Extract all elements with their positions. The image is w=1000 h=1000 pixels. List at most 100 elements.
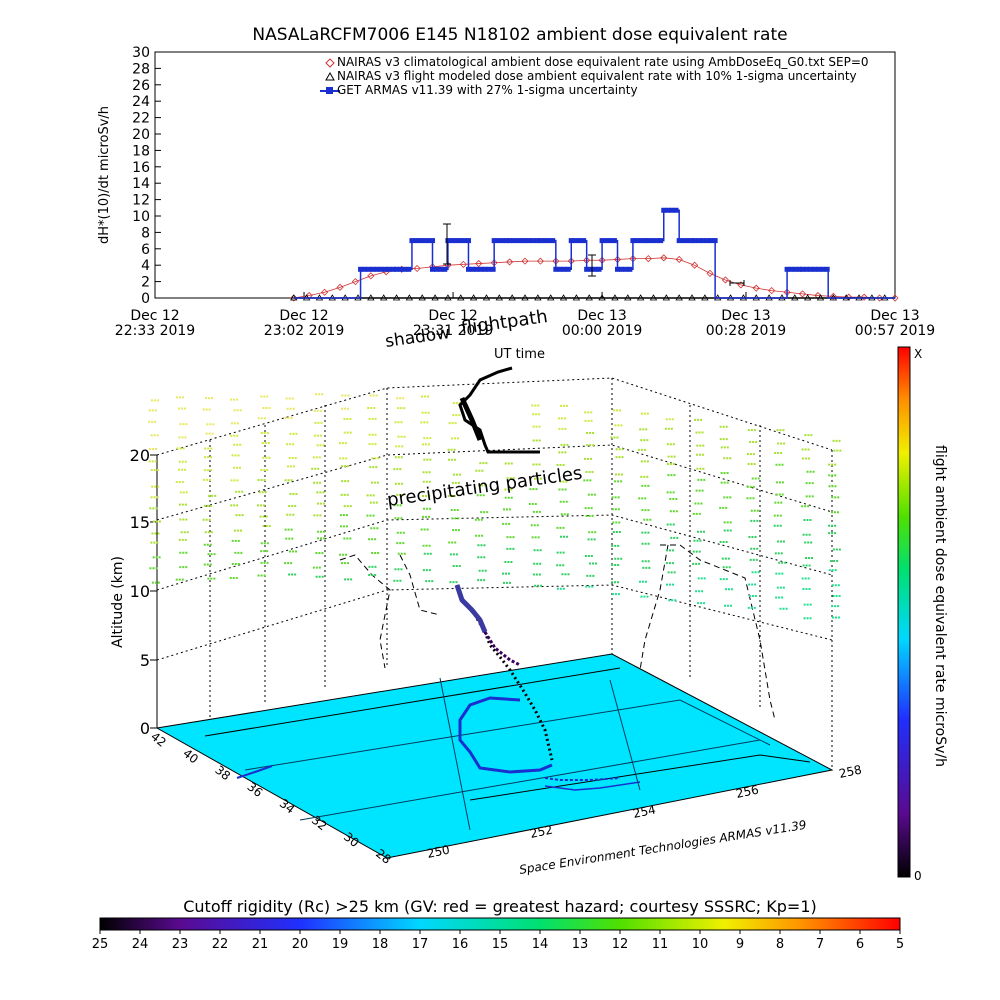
point-armas xyxy=(816,266,822,272)
point-armas xyxy=(362,266,368,272)
point-nairas-flight xyxy=(469,294,478,301)
altitude-ticks: 0 5 10 15 20 xyxy=(130,446,157,738)
point-armas xyxy=(522,238,528,244)
y-tick-label: 26 xyxy=(132,78,150,94)
point-armas xyxy=(645,238,651,244)
point-armas xyxy=(619,266,625,272)
point-nairas-climatological xyxy=(336,283,344,291)
point-armas xyxy=(623,266,629,272)
point-armas xyxy=(526,238,532,244)
point-armas xyxy=(557,266,563,272)
point-nairas-flight xyxy=(688,294,696,301)
point-nairas-flight xyxy=(546,294,555,301)
point-armas xyxy=(592,266,598,272)
point-nairas-flight xyxy=(649,294,658,301)
point-armas xyxy=(378,266,384,272)
point-nairas-climatological xyxy=(721,276,729,284)
map-features xyxy=(204,667,811,831)
point-armas xyxy=(634,238,640,244)
legend-marker xyxy=(325,58,335,68)
point-nairas-flight xyxy=(611,294,619,301)
point-armas xyxy=(406,266,412,272)
y-tick-label: 24 xyxy=(132,94,150,110)
point-armas xyxy=(398,266,404,272)
rigidity-tick-label: 14 xyxy=(532,937,549,952)
point-nairas-flight xyxy=(791,294,799,301)
point-nairas-flight xyxy=(636,294,645,301)
x-tick-label-time: 23:02 2019 xyxy=(264,323,344,339)
dose-rate-timeseries: NASALaRCFM7006 E145 N18102 ambient dose … xyxy=(97,25,935,339)
point-nairas-climatological xyxy=(506,258,514,266)
point-armas xyxy=(495,238,501,244)
point-armas xyxy=(615,266,620,272)
rigidity-tick-label: 19 xyxy=(332,937,349,952)
point-armas xyxy=(812,266,818,272)
point-nairas-flight xyxy=(803,294,812,301)
longitude-tick-label: 252 xyxy=(529,822,554,840)
point-armas xyxy=(442,266,448,272)
point-armas xyxy=(445,238,451,244)
point-nairas-flight xyxy=(534,294,542,301)
y-tick-label: 0 xyxy=(141,291,150,307)
series-layer xyxy=(290,207,899,302)
point-armas xyxy=(482,266,488,272)
rigidity-tick-label: 18 xyxy=(372,937,389,952)
legend-entry: NAIRAS v3 flight modeled dose ambient eq… xyxy=(337,69,857,83)
rigidity-tick-label: 12 xyxy=(612,937,629,952)
point-armas xyxy=(417,238,423,244)
point-armas xyxy=(588,266,594,272)
precipitating-particles-cloud xyxy=(148,393,842,620)
point-nairas-climatological xyxy=(876,294,884,302)
rigidity-ticks: 25 24 23 22 21 20 19 18 17 16 15 14 13 12 11 10 9 8 7 6 5 xyxy=(92,930,904,952)
point-nairas-flight xyxy=(521,294,529,301)
point-armas xyxy=(676,238,682,244)
box-frame xyxy=(156,377,833,770)
point-armas xyxy=(553,266,559,272)
point-nairas-climatological xyxy=(798,290,807,298)
point-armas xyxy=(425,238,431,244)
x-tick-label-date: Dec 12 xyxy=(279,308,328,324)
point-armas xyxy=(449,238,455,244)
y-tick-label: 20 xyxy=(132,127,150,143)
rigidity-tick-label: 5 xyxy=(896,937,904,952)
point-armas xyxy=(661,207,667,213)
longitude-tick-label: 254 xyxy=(632,802,657,820)
x-tick-label-date: Dec 12 xyxy=(130,308,179,324)
point-nairas-flight xyxy=(379,294,388,301)
point-armas xyxy=(542,238,548,244)
point-nairas-flight xyxy=(585,294,593,301)
longitude-tick-label: 250 xyxy=(426,842,451,860)
point-armas xyxy=(696,238,702,244)
point-nairas-flight xyxy=(624,294,632,301)
point-nairas-flight xyxy=(701,294,709,301)
x-tick-label-time: 23:31 2019 xyxy=(413,323,493,339)
point-nairas-flight xyxy=(675,294,683,301)
colorbar-min-label: 0 xyxy=(914,869,922,883)
point-armas xyxy=(499,238,505,244)
series-armas xyxy=(293,209,895,299)
point-armas xyxy=(511,238,517,244)
point-armas xyxy=(576,238,582,244)
point-nairas-climatological xyxy=(475,259,483,268)
point-armas xyxy=(561,266,567,272)
point-nairas-flight xyxy=(482,294,491,301)
point-armas xyxy=(453,238,459,244)
y-tick-label: 16 xyxy=(132,160,150,176)
point-armas xyxy=(470,266,476,272)
longitude-tick-label: 258 xyxy=(838,762,863,780)
point-nairas-flight xyxy=(367,294,375,301)
point-armas xyxy=(708,238,714,244)
x-tick-label-date: Dec 13 xyxy=(870,308,919,324)
colorbar-max-label: X xyxy=(914,347,922,361)
y-tick-label: 2 xyxy=(141,275,150,291)
rigidity-tick-label: 23 xyxy=(172,937,189,952)
rigidity-tick-label: 17 xyxy=(412,937,429,952)
point-nairas-flight xyxy=(431,294,439,301)
point-armas xyxy=(358,266,364,272)
precipitating-particles-annotation: precipitating particles xyxy=(386,463,584,511)
point-nairas-climatological xyxy=(536,257,544,265)
point-armas xyxy=(680,238,686,244)
longitude-tick-label: 256 xyxy=(735,782,760,800)
